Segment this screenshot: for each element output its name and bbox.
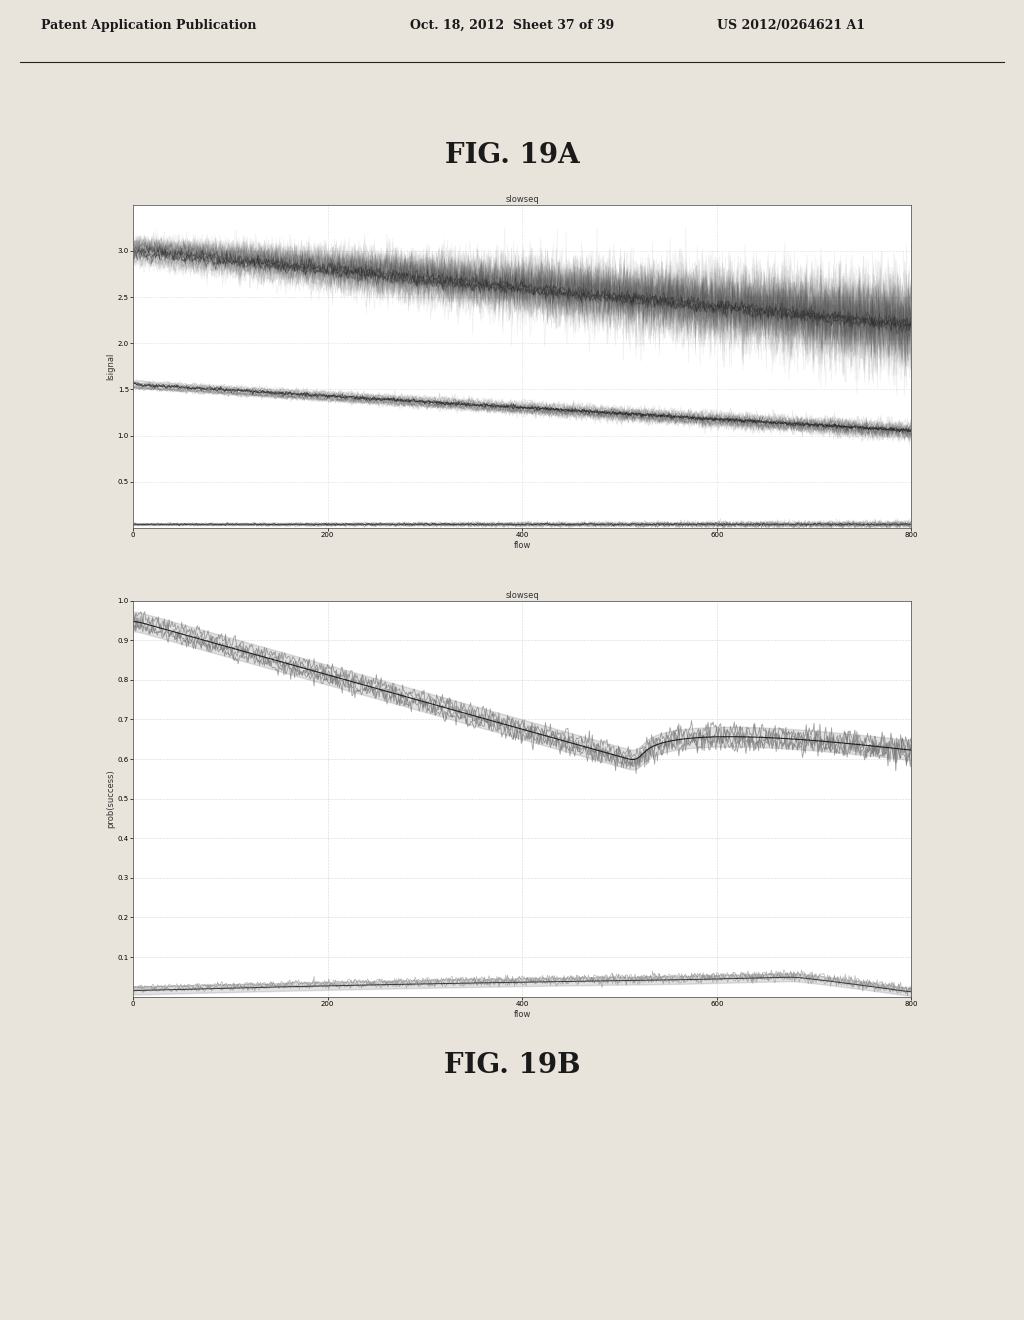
X-axis label: flow: flow [514,541,530,550]
Y-axis label: lsignal: lsignal [105,352,115,380]
Text: Patent Application Publication: Patent Application Publication [41,18,256,32]
Text: FIG. 19A: FIG. 19A [444,141,580,169]
Y-axis label: prob(success): prob(success) [105,770,115,828]
Text: Oct. 18, 2012  Sheet 37 of 39: Oct. 18, 2012 Sheet 37 of 39 [410,18,613,32]
Text: US 2012/0264621 A1: US 2012/0264621 A1 [717,18,865,32]
X-axis label: flow: flow [514,1010,530,1019]
Title: slowseq: slowseq [506,591,539,599]
Text: FIG. 19B: FIG. 19B [443,1052,581,1080]
Title: slowseq: slowseq [506,195,539,203]
